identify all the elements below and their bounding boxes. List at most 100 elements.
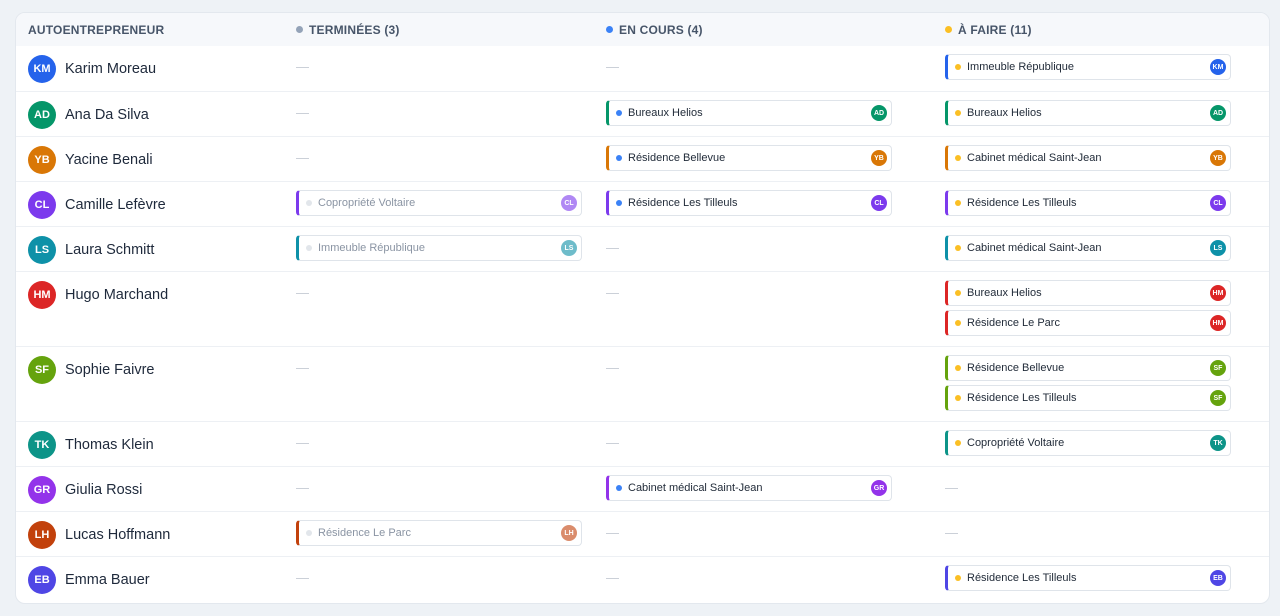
task-card[interactable]: Copropriété Voltaire TK [945,430,1231,456]
person-cell: LS Laura Schmitt [28,235,154,264]
task-card[interactable]: Résidence Les Tilleuls CL [945,190,1231,216]
task-card[interactable]: Bureaux Helios AD [606,100,892,126]
person-name: Emma Bauer [65,571,150,588]
cell-done: Immeuble République LS [296,235,582,265]
status-dot [955,320,961,326]
task-title: Résidence Le Parc [967,317,1060,329]
person-cell: LH Lucas Hoffmann [28,520,170,549]
task-title: Copropriété Voltaire [967,437,1065,449]
assignee-avatar: HM [1210,315,1226,331]
assignee-avatar: GR [871,480,887,496]
person-name: Ana Da Silva [65,106,149,123]
empty-cell-dash: — [296,105,309,120]
task-card[interactable]: Immeuble République KM [945,54,1231,80]
cell-done: — [296,475,309,501]
empty-cell-dash: — [296,150,309,165]
task-card[interactable]: Résidence Le Parc LH [296,520,582,546]
status-dot [616,485,622,491]
task-card[interactable]: Cabinet médical Saint-Jean YB [945,145,1231,171]
assignee-avatar: LH [561,525,577,541]
status-dot [306,530,312,536]
empty-cell-dash: — [606,360,619,375]
cell-done: Résidence Le Parc LH [296,520,582,550]
task-card[interactable]: Résidence Les Tilleuls SF [945,385,1231,411]
assignee-avatar: SF [1210,390,1226,406]
person-name: Laura Schmitt [65,241,155,258]
task-title: Bureaux Helios [967,287,1042,299]
cell-todo: Cabinet médical Saint-Jean LS [945,235,1231,265]
empty-cell-dash: — [606,570,619,585]
task-card[interactable]: Résidence Bellevue YB [606,145,892,171]
task-card[interactable]: Copropriété Voltaire CL [296,190,582,216]
person-name: Camille Lefèvre [65,196,166,213]
task-card[interactable]: Résidence Les Tilleuls CL [606,190,892,216]
person-name: Giulia Rossi [65,481,143,498]
task-card[interactable]: Bureaux Helios AD [945,100,1231,126]
task-title: Bureaux Helios [628,107,703,119]
table-row: TK Thomas Klein — — Copropriété Voltaire TK [16,421,1269,466]
assignee-avatar: YB [871,150,887,166]
person-name: Hugo Marchand [65,286,169,303]
empty-cell-dash: — [606,59,619,74]
task-card[interactable]: Immeuble République LS [296,235,582,261]
table-row: CL Camille Lefèvre Copropriété Voltaire CL R… [16,181,1269,226]
task-card[interactable]: Cabinet médical Saint-Jean LS [945,235,1231,261]
cell-todo: Résidence Bellevue SF Résidence Les Tilleu… [945,355,1231,415]
cell-todo: Copropriété Voltaire TK [945,430,1231,460]
assignee-avatar: KM [1210,59,1226,75]
status-dot [955,110,961,116]
table-row: AD Ana Da Silva — Bureaux Helios AD Bureaux H… [16,91,1269,136]
status-dot [955,365,961,371]
empty-cell-dash: — [606,525,619,540]
status-dot [306,245,312,251]
table-row: KM Karim Moreau — — Immeuble République KM [16,46,1269,91]
column-header-progress: EN COURS (4) [606,13,703,46]
person-cell: CL Camille Lefèvre [28,190,166,219]
cell-todo: — [945,475,958,501]
cell-progress: — [606,565,619,591]
assignment-board: AUTOENTREPRENEUR TERMINÉES (3) EN COURS … [15,12,1270,604]
task-title: Résidence Les Tilleuls [628,197,738,209]
avatar: TK [28,430,56,459]
board-rows: KM Karim Moreau — — Immeuble République KM AD A… [16,46,1269,601]
cell-progress: — [606,355,619,381]
table-row: LS Laura Schmitt Immeuble République LS — Cab… [16,226,1269,271]
task-card[interactable]: Résidence Les Tilleuls EB [945,565,1231,591]
assignee-avatar: CL [561,195,577,211]
status-dot [955,440,961,446]
empty-cell-dash: — [296,480,309,495]
person-cell: SF Sophie Faivre [28,355,154,384]
cell-progress: — [606,280,619,306]
table-row: EB Emma Bauer — — Résidence Les Tilleuls EB [16,556,1269,601]
cell-todo: Résidence Les Tilleuls CL [945,190,1231,220]
empty-cell-dash: — [945,525,958,540]
cell-done: — [296,54,309,80]
task-title: Résidence Bellevue [967,362,1065,374]
empty-cell-dash: — [296,59,309,74]
task-title: Résidence Les Tilleuls [967,197,1077,209]
cell-done: — [296,430,309,456]
cell-done: — [296,355,309,381]
avatar: GR [28,475,56,504]
empty-cell-dash: — [296,285,309,300]
cell-progress: — [606,430,619,456]
empty-cell-dash: — [606,435,619,450]
empty-cell-dash: — [606,285,619,300]
task-card[interactable]: Résidence Bellevue SF [945,355,1231,381]
task-card[interactable]: Bureaux Helios HM [945,280,1231,306]
assignee-avatar: AD [1210,105,1226,121]
status-dot-done [296,26,303,33]
task-card[interactable]: Cabinet médical Saint-Jean GR [606,475,892,501]
cell-progress: — [606,235,619,261]
status-dot [955,575,961,581]
person-cell: YB Yacine Benali [28,145,153,174]
status-dot [955,200,961,206]
column-header-todo: À FAIRE (11) [945,13,1032,46]
status-dot [955,245,961,251]
person-name: Karim Moreau [65,60,157,77]
person-cell: GR Giulia Rossi [28,475,142,504]
column-header-todo-label: À FAIRE (11) [958,22,1032,37]
task-card[interactable]: Résidence Le Parc HM [945,310,1231,336]
table-row: HM Hugo Marchand — — Bureaux Helios HM Résiden… [16,271,1269,346]
cell-todo: — [945,520,958,546]
